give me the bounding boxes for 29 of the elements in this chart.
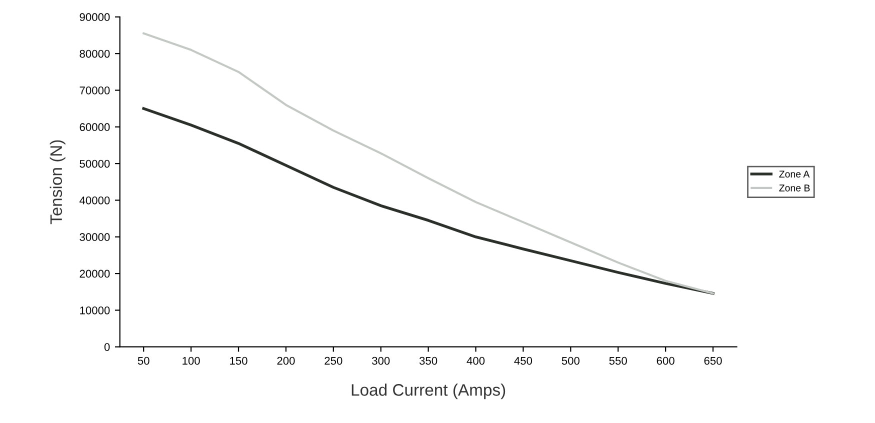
y-tick-label: 60000 bbox=[80, 123, 110, 132]
x-tick-label: 250 bbox=[324, 356, 342, 365]
x-tick-label: 200 bbox=[277, 356, 295, 365]
x-tick-label: 500 bbox=[562, 356, 580, 365]
y-tick-label: 40000 bbox=[80, 196, 110, 204]
x-tick-label: 350 bbox=[419, 356, 438, 365]
y-axis-title: Tension (N) bbox=[50, 140, 66, 224]
legend-label: Zone B bbox=[779, 184, 810, 192]
y-tick-label: 0 bbox=[104, 343, 110, 351]
y-tick-label: 20000 bbox=[80, 270, 110, 278]
y-tick-label: 30000 bbox=[80, 233, 110, 242]
x-tick-label: 600 bbox=[656, 356, 674, 365]
line-series bbox=[142, 32, 714, 294]
y-tick-label: 10000 bbox=[80, 306, 110, 314]
x-axis-title: Load Current (Amps) bbox=[352, 384, 506, 400]
x-tick-label: 400 bbox=[466, 356, 485, 365]
x-tick-label: 450 bbox=[514, 356, 532, 365]
x-tick-label: 50 bbox=[138, 356, 150, 365]
x-tick-label: 300 bbox=[372, 356, 390, 365]
legend-label: Zone A bbox=[779, 170, 810, 178]
line-series bbox=[142, 107, 714, 295]
y-tick-label: 50000 bbox=[80, 160, 110, 168]
x-tick-label: 100 bbox=[182, 356, 200, 365]
y-tick-label: 70000 bbox=[80, 86, 110, 94]
x-tick-label: 150 bbox=[230, 356, 248, 365]
x-tick-label: 650 bbox=[704, 356, 722, 365]
y-tick-label: 80000 bbox=[80, 50, 110, 58]
y-tick-label: 90000 bbox=[80, 13, 110, 22]
x-tick-label: 550 bbox=[609, 356, 627, 365]
